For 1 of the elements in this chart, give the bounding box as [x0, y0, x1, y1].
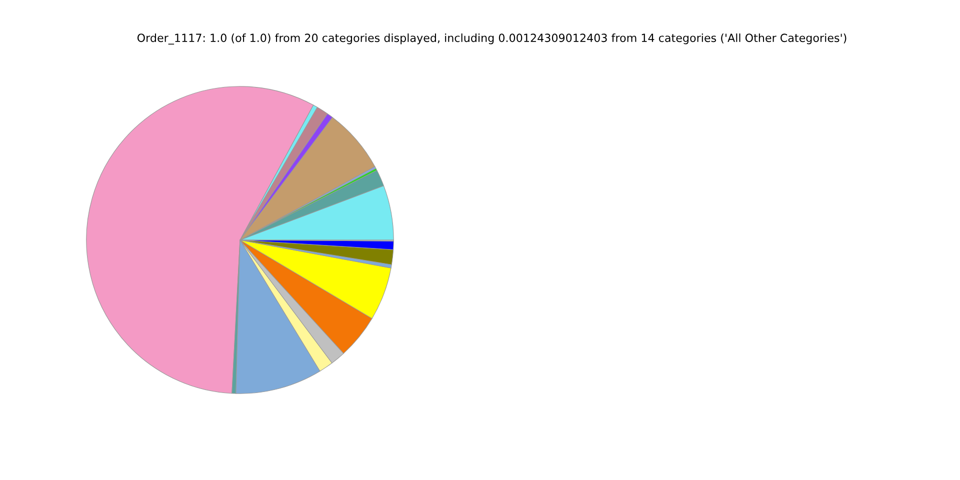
text: Order_1117: 1.0 (of 1.0) from 20 categories displayed, including 0.00124309012403 from 14 categories ('All Other Categories')	[137, 33, 846, 45]
